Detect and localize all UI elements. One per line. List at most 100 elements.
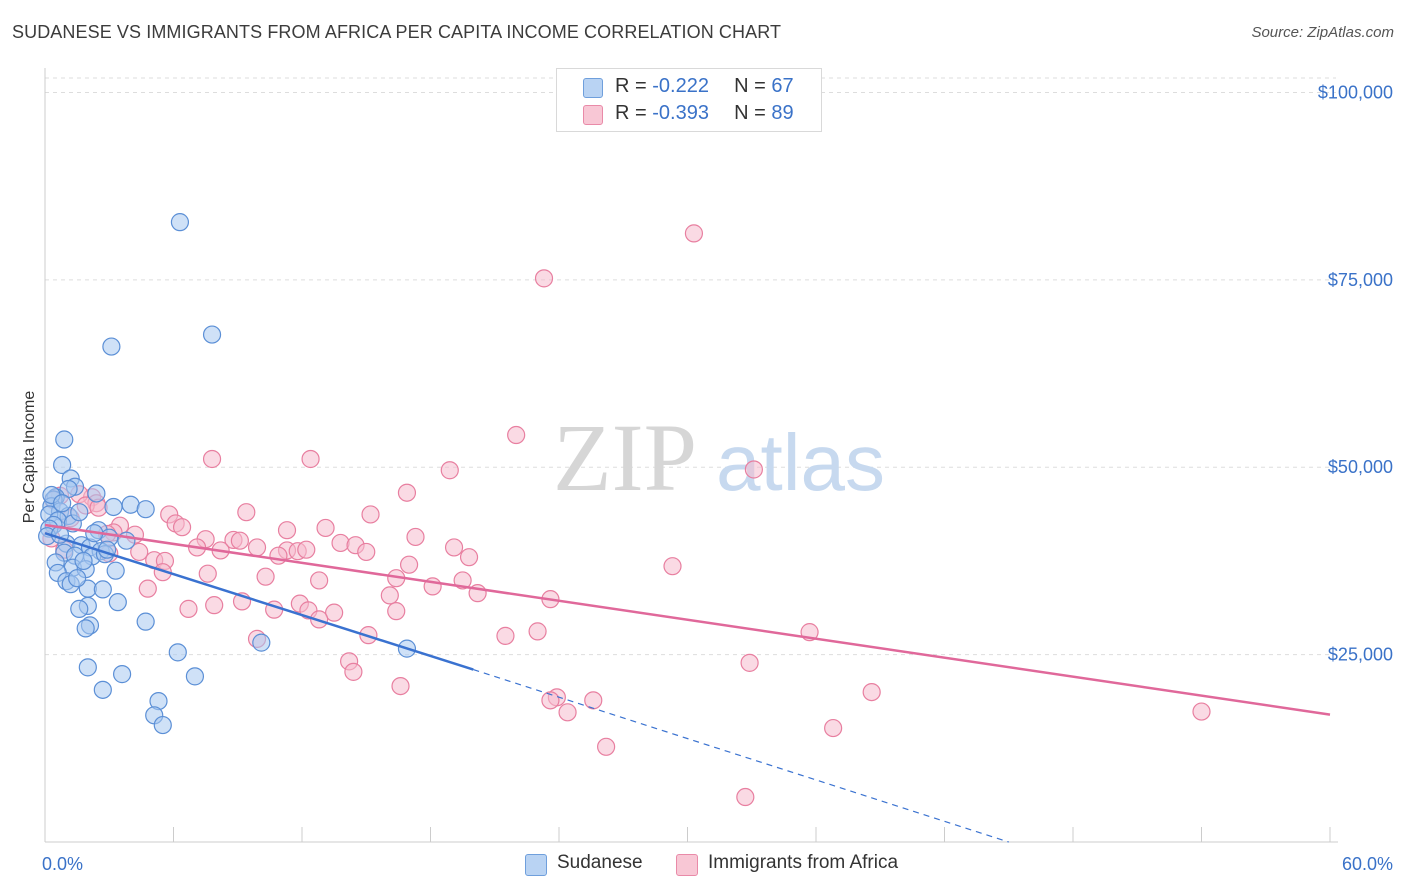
point-immigrants-from-africa xyxy=(277,521,297,540)
point-immigrants-from-africa xyxy=(496,626,515,645)
point-immigrants-from-africa xyxy=(397,483,417,502)
y-tick-label: $50,000 xyxy=(1328,457,1393,477)
point-sudanese xyxy=(112,665,132,684)
point-immigrants-from-africa xyxy=(534,269,554,288)
point-sudanese xyxy=(70,503,89,522)
point-immigrants-from-africa xyxy=(862,682,881,702)
point-immigrants-from-africa xyxy=(507,425,526,445)
point-sudanese xyxy=(108,593,127,612)
point-immigrants-from-africa xyxy=(1192,702,1211,721)
point-sudanese xyxy=(121,495,140,514)
point-immigrants-from-africa xyxy=(459,548,479,567)
x-tick-label-end: 60.0% xyxy=(1342,854,1393,874)
point-immigrants-from-africa xyxy=(297,540,316,559)
point-immigrants-from-africa xyxy=(558,703,577,722)
point-immigrants-from-africa xyxy=(205,596,224,615)
point-sudanese xyxy=(117,531,136,550)
point-sudanese xyxy=(55,430,74,449)
legend-r-label: R = xyxy=(615,75,653,97)
point-immigrants-from-africa xyxy=(444,538,464,557)
point-immigrants-from-africa xyxy=(138,579,157,598)
point-immigrants-from-africa xyxy=(247,538,267,557)
point-immigrants-from-africa xyxy=(740,653,759,672)
point-immigrants-from-africa xyxy=(399,555,419,574)
watermark-zip: ZIP xyxy=(553,404,697,511)
watermark-atlas: atlas xyxy=(716,418,885,507)
point-immigrants-from-africa xyxy=(237,503,256,522)
point-sudanese xyxy=(153,715,172,735)
point-sudanese xyxy=(170,213,190,232)
legend-r-value: -0.393 xyxy=(652,102,709,124)
y-axis-label: Per Capita Income xyxy=(21,391,38,524)
sudanese-swatch xyxy=(583,78,603,98)
point-sudanese xyxy=(93,580,112,599)
source-label: Source: ZipAtlas.com xyxy=(1251,24,1394,41)
point-immigrants-from-africa xyxy=(406,527,425,547)
legend-n-label: N = xyxy=(734,75,772,97)
point-sudanese xyxy=(74,551,93,571)
trend-line-sudanese xyxy=(44,532,474,671)
point-sudanese xyxy=(252,633,271,652)
correlation-legend: R = -0.222 N = 67 R = -0.393 N = 89 xyxy=(556,68,822,132)
point-immigrants-from-africa xyxy=(301,449,320,469)
point-immigrants-from-africa xyxy=(824,718,843,738)
point-immigrants-from-africa xyxy=(380,586,399,605)
point-sudanese xyxy=(168,643,187,662)
point-immigrants-from-africa xyxy=(440,461,459,480)
trend-line-immigrants-from-africa xyxy=(44,523,1331,716)
point-sudanese xyxy=(78,658,97,677)
point-sudanese xyxy=(185,667,205,686)
point-sudanese xyxy=(93,680,112,699)
y-tick-label: $25,000 xyxy=(1328,645,1393,665)
point-immigrants-from-africa xyxy=(179,599,198,618)
sudanese-swatch xyxy=(525,854,547,876)
legend-n-value: 67 xyxy=(771,75,794,97)
trend-lines xyxy=(44,523,1331,843)
series-sudanese xyxy=(38,213,417,735)
point-immigrants-from-africa xyxy=(736,787,755,807)
point-sudanese xyxy=(68,569,87,588)
point-sudanese xyxy=(53,494,72,513)
point-immigrants-from-africa xyxy=(391,676,410,696)
point-sudanese xyxy=(70,599,89,618)
africa-swatch xyxy=(583,105,603,125)
legend-label-africa: Immigrants from Africa xyxy=(708,852,899,873)
point-sudanese xyxy=(136,612,155,631)
point-immigrants-from-africa xyxy=(387,602,406,621)
africa-swatch xyxy=(676,854,698,876)
legend-r-value: -0.222 xyxy=(652,75,709,97)
point-sudanese xyxy=(53,455,72,475)
point-immigrants-from-africa xyxy=(744,460,763,479)
point-sudanese xyxy=(87,484,106,503)
point-immigrants-from-africa xyxy=(453,571,472,590)
point-immigrants-from-africa xyxy=(310,571,329,590)
y-tick-label: $100,000 xyxy=(1318,82,1393,102)
series-immigrants-from-africa xyxy=(42,224,1211,807)
watermark: ZIP atlas xyxy=(553,404,885,511)
trend-line-sudanese-extension xyxy=(473,669,1009,843)
point-immigrants-from-africa xyxy=(130,542,149,562)
legend-n-value: 89 xyxy=(771,102,794,124)
point-immigrants-from-africa xyxy=(325,603,344,622)
legend-label-sudanese: Sudanese xyxy=(557,852,643,873)
point-immigrants-from-africa xyxy=(269,546,288,565)
legend-r-label: R = xyxy=(615,102,653,124)
point-immigrants-from-africa xyxy=(584,691,603,710)
point-immigrants-from-africa xyxy=(541,691,560,710)
point-immigrants-from-africa xyxy=(344,662,363,681)
x-tick-label-start: 0.0% xyxy=(42,854,83,874)
point-immigrants-from-africa xyxy=(172,518,192,537)
point-sudanese xyxy=(202,325,222,344)
point-immigrants-from-africa xyxy=(663,557,682,576)
point-immigrants-from-africa xyxy=(357,542,376,562)
point-immigrants-from-africa xyxy=(256,567,275,586)
point-immigrants-from-africa xyxy=(331,533,350,553)
point-immigrants-from-africa xyxy=(202,449,222,469)
series-legend: Sudanese Immigrants from Africa xyxy=(0,852,1406,878)
point-immigrants-from-africa xyxy=(597,737,616,756)
point-sudanese xyxy=(106,561,125,580)
point-immigrants-from-africa xyxy=(316,518,335,538)
chart-title: SUDANESE VS IMMIGRANTS FROM AFRICA PER C… xyxy=(12,22,782,42)
axes xyxy=(44,68,1338,843)
